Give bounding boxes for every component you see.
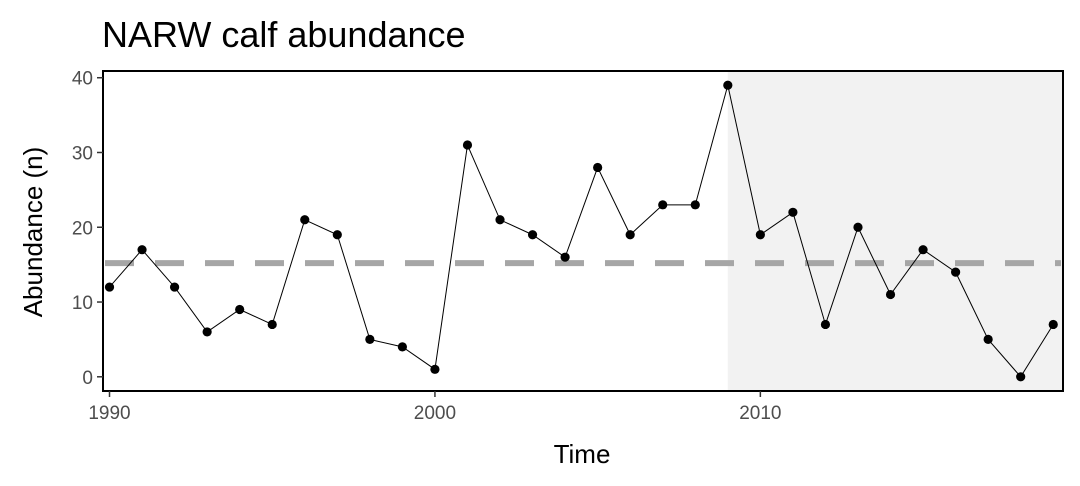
data-point [593, 162, 603, 173]
data-point [235, 304, 245, 315]
data-point [885, 289, 896, 300]
data-point [723, 80, 733, 90]
data-point [462, 140, 473, 150]
data-point [951, 267, 961, 277]
data-point [983, 334, 993, 345]
y-axis-title: Abundance (n) [18, 147, 48, 318]
x-axis-title: Time [554, 439, 611, 469]
plot-border [102, 70, 1064, 392]
data-point [137, 245, 147, 255]
data-point [397, 342, 407, 352]
data-point [690, 200, 700, 210]
data-point [658, 200, 668, 210]
data-point [332, 230, 342, 240]
x-tick-label: 2000 [414, 403, 456, 424]
data-point [202, 327, 212, 337]
data-point [169, 282, 180, 292]
series-line [109, 85, 1054, 378]
y-tick-label: 10 [72, 293, 93, 314]
data-point [820, 319, 831, 330]
data-point [527, 230, 538, 240]
data-point [788, 207, 798, 217]
data-point [495, 215, 505, 225]
chart-title: NARW calf abundance [102, 14, 466, 55]
x-tick-label: 1990 [88, 403, 130, 424]
data-point [918, 245, 928, 255]
shaded-region [727, 71, 1063, 391]
data-point [1016, 372, 1026, 382]
data-point [853, 222, 863, 232]
data-point [267, 319, 277, 330]
data-point [625, 230, 635, 240]
y-tick-label: 30 [72, 143, 93, 164]
x-tick-label: 2010 [739, 403, 781, 424]
data-point [365, 334, 375, 345]
data-point [1048, 319, 1058, 330]
y-tick-label: 20 [72, 218, 93, 239]
data-point [560, 252, 570, 262]
y-tick-label: 40 [72, 69, 93, 90]
plot-area: 0 10 20 30 40 1990 2000 2010 [72, 69, 1064, 424]
data-point [755, 230, 765, 240]
data-point [104, 282, 115, 292]
y-tick-label: 0 [82, 368, 93, 389]
data-point [430, 364, 440, 374]
data-point [300, 215, 310, 225]
